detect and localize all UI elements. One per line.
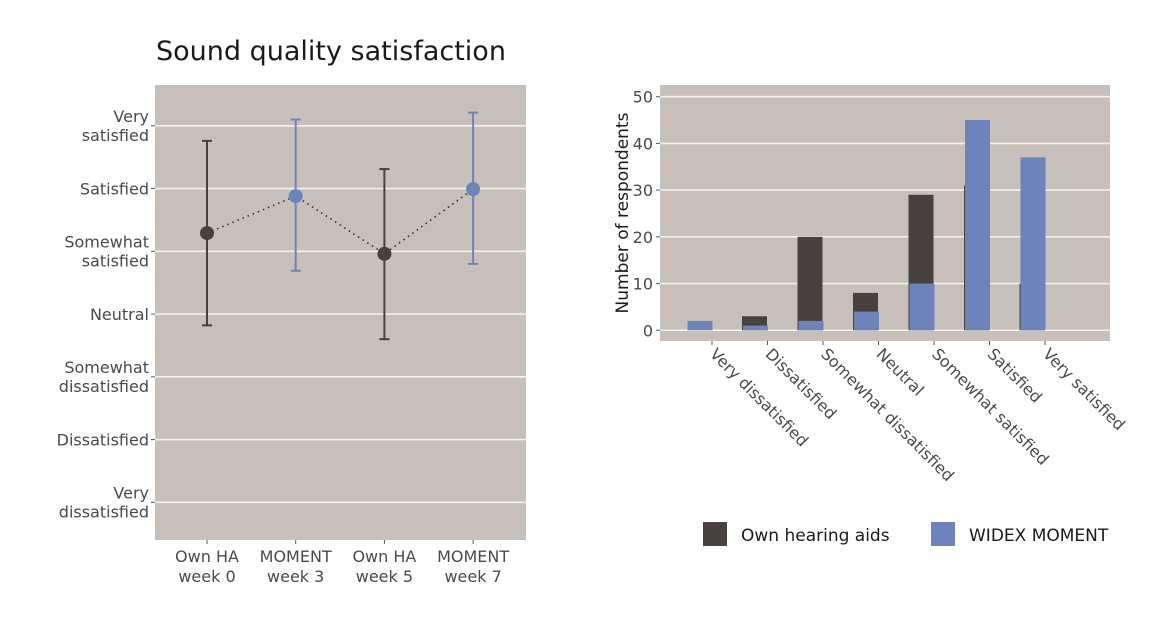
y-tick-label: 30 xyxy=(633,181,653,200)
y-tick-label: satisfied xyxy=(82,126,149,145)
bar-moment xyxy=(798,320,824,331)
bar-moment xyxy=(854,311,879,331)
y-tick-label: Neutral xyxy=(90,305,149,324)
bar-moment xyxy=(965,120,990,331)
bar-moment xyxy=(687,320,713,331)
left-plot-panel xyxy=(155,85,526,540)
x-tick-label: week 3 xyxy=(267,567,324,586)
x-tick-label: MOMENT xyxy=(437,547,509,566)
bar-moment xyxy=(1020,157,1046,331)
legend: Own hearing aids WIDEX MOMENT xyxy=(703,522,1109,546)
chart-title: Sound quality satisfaction xyxy=(156,36,506,67)
x-tick-label: Very dissatisfied xyxy=(706,344,812,450)
y-axis-title: Number of respondents xyxy=(613,112,633,313)
errorbar-group xyxy=(377,168,392,341)
legend-swatch-own xyxy=(703,522,727,546)
y-tick-label: Somewhat xyxy=(64,358,149,377)
y-tick-label: 40 xyxy=(633,134,653,153)
errorbar-group xyxy=(200,139,214,327)
legend-item-moment[interactable]: WIDEX MOMENT xyxy=(931,522,1109,546)
x-tick-label: week 5 xyxy=(356,567,413,586)
x-tick-label: week 7 xyxy=(444,567,501,586)
y-tick-label: 10 xyxy=(633,275,653,294)
x-tick-label: Very satisfied xyxy=(1039,344,1129,434)
mean-point xyxy=(200,226,214,241)
x-tick-label: week 0 xyxy=(178,567,235,586)
y-tick-label: Very xyxy=(113,107,149,126)
x-tick-label: Neutral xyxy=(873,344,928,399)
y-tick-label: Very xyxy=(113,483,149,502)
y-tick-label: 20 xyxy=(633,228,653,247)
legend-swatch-moment xyxy=(931,522,955,546)
x-tick-label: Own HA xyxy=(352,547,416,566)
legend-item-own[interactable]: Own hearing aids xyxy=(703,522,890,546)
y-tick-label: dissatisfied xyxy=(59,377,149,396)
legend-label-own: Own hearing aids xyxy=(741,526,890,546)
legend-label-moment: WIDEX MOMENT xyxy=(969,526,1109,546)
y-tick-label: dissatisfied xyxy=(59,502,149,521)
mean-point xyxy=(377,246,392,261)
y-tick-label: Satisfied xyxy=(80,180,149,199)
y-tick-label: Dissatisfied xyxy=(57,431,149,450)
x-tick-label: Own HA xyxy=(175,547,239,566)
bar-moment xyxy=(743,325,768,331)
satisfaction-errorbar-chart: Sound quality satisfaction Verydissatisf… xyxy=(57,36,526,586)
y-tick-label: satisfied xyxy=(82,251,149,270)
mean-connector-line xyxy=(206,188,474,255)
mean-point xyxy=(466,182,481,197)
errorbar-group xyxy=(466,111,481,265)
x-tick-label: MOMENT xyxy=(260,547,332,566)
y-tick-label: 50 xyxy=(633,88,653,107)
bar-own xyxy=(797,236,823,331)
errorbar-group xyxy=(288,118,303,272)
mean-point xyxy=(288,189,303,204)
y-tick-label: Somewhat xyxy=(64,232,149,251)
bar-moment xyxy=(909,283,935,331)
y-tick-label: 0 xyxy=(643,321,653,340)
